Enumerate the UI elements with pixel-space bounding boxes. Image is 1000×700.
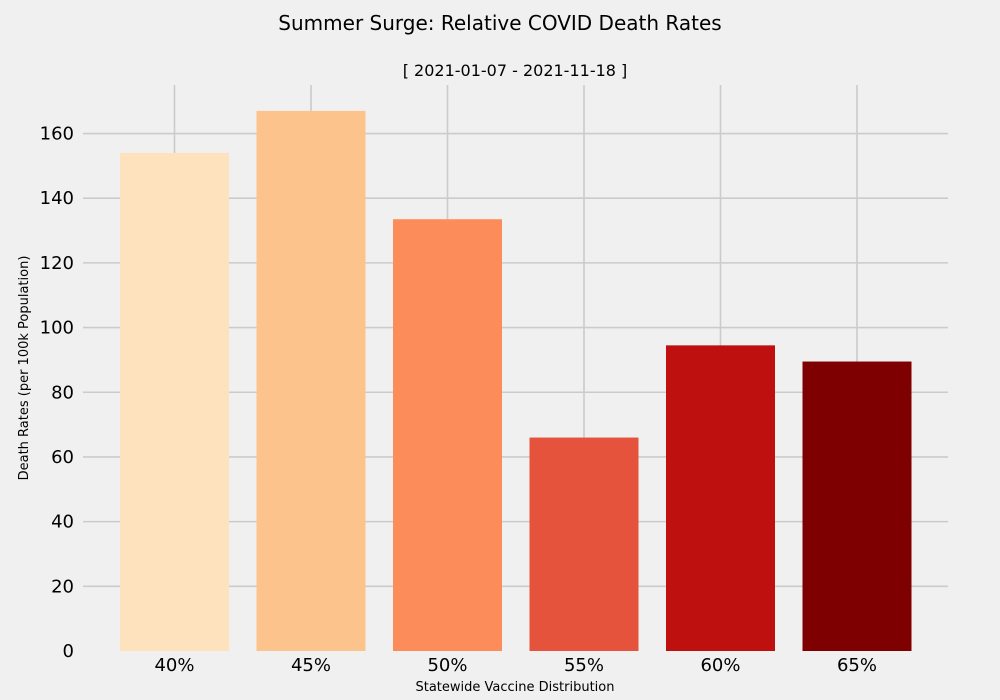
y-tick-label: 0 bbox=[63, 641, 74, 662]
y-tick-label: 20 bbox=[51, 576, 74, 597]
bar-40pct bbox=[120, 152, 229, 652]
x-tick-label: 45% bbox=[291, 655, 331, 676]
y-tick-label: 100 bbox=[40, 318, 74, 339]
bar-65pct bbox=[802, 361, 912, 651]
y-tick-label: 60 bbox=[51, 447, 74, 468]
y-axis-label: Death Rates (per 100k Population) bbox=[17, 256, 32, 481]
x-axis-label: Statewide Vaccine Distribution bbox=[415, 680, 614, 695]
x-tick-label: 60% bbox=[700, 655, 740, 676]
bar-60pct bbox=[666, 345, 775, 651]
y-tick-label: 40 bbox=[51, 512, 74, 533]
y-tick-label: 140 bbox=[40, 188, 74, 209]
y-tick-label: 160 bbox=[40, 124, 74, 145]
y-tick-label: 80 bbox=[51, 382, 74, 403]
bar-55pct bbox=[529, 437, 639, 651]
x-tick-label: 65% bbox=[837, 655, 877, 676]
x-tick-label: 55% bbox=[564, 655, 604, 676]
chart-subtitle: [ 2021-01-07 - 2021-11-18 ] bbox=[403, 61, 628, 80]
y-tick-label: 120 bbox=[40, 253, 74, 274]
x-tick-label: 50% bbox=[427, 655, 467, 676]
chart-title: Summer Surge: Relative COVID Death Rates bbox=[278, 11, 721, 35]
bar-45pct bbox=[256, 110, 366, 652]
x-tick-label: 40% bbox=[154, 655, 194, 676]
bar-50pct bbox=[393, 219, 502, 652]
bars bbox=[120, 110, 912, 652]
tick-labels: 0 20 40 60 80 100 120 140 160 40% 45% 50% 55% 60% 65% bbox=[40, 124, 877, 676]
